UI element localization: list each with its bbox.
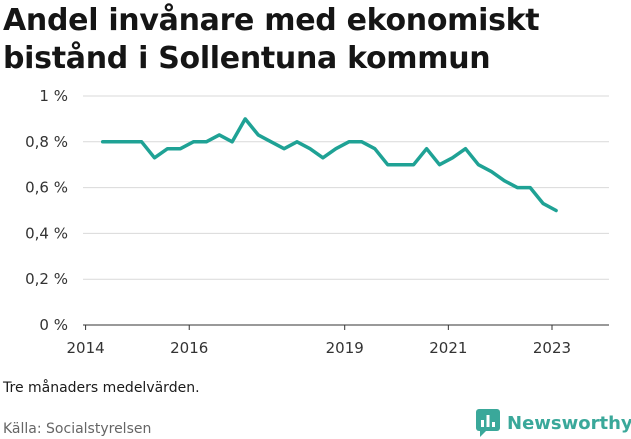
x-tick-label: 2023 (533, 339, 571, 357)
y-tick-label: 0,4 % (25, 224, 68, 242)
y-tick-label: 0 % (39, 316, 68, 334)
y-tick-label: 0,6 % (25, 179, 68, 197)
line-chart: 0 %0,2 %0,4 %0,6 %0,8 %1 % 2014 2016 2019 2… (25, 87, 609, 357)
y-tick-label: 0,8 % (25, 133, 68, 151)
x-tick-label: 2021 (429, 339, 467, 357)
y-axis-labels: 0 % 0,2 % 0,4 % 0,6 % 0,8 % 1 % (25, 87, 68, 334)
chart-title: Andel invånare med ekonomiskt bistånd i … (3, 3, 540, 76)
x-tick-label: 2019 (326, 339, 364, 357)
y-tick-label: 0,2 % (25, 270, 68, 288)
x-axis-ticks (85, 325, 553, 330)
x-axis-labels: 2014 2016 2019 2021 2023 (66, 339, 571, 357)
brand-logo[interactable]: Newsworthy (476, 409, 631, 437)
x-tick-label: 2014 (66, 339, 104, 357)
brand-name: Newsworthy (507, 412, 631, 434)
series-line (100, 117, 558, 213)
chart-note: Tre månaders medelvärden. (3, 380, 200, 396)
bar-chart-speech-bubble-icon (476, 409, 500, 437)
y-tick-label: 1 % (39, 87, 68, 105)
x-tick-label: 2016 (170, 339, 208, 357)
source-credit: Källa: Socialstyrelsen (3, 421, 152, 437)
